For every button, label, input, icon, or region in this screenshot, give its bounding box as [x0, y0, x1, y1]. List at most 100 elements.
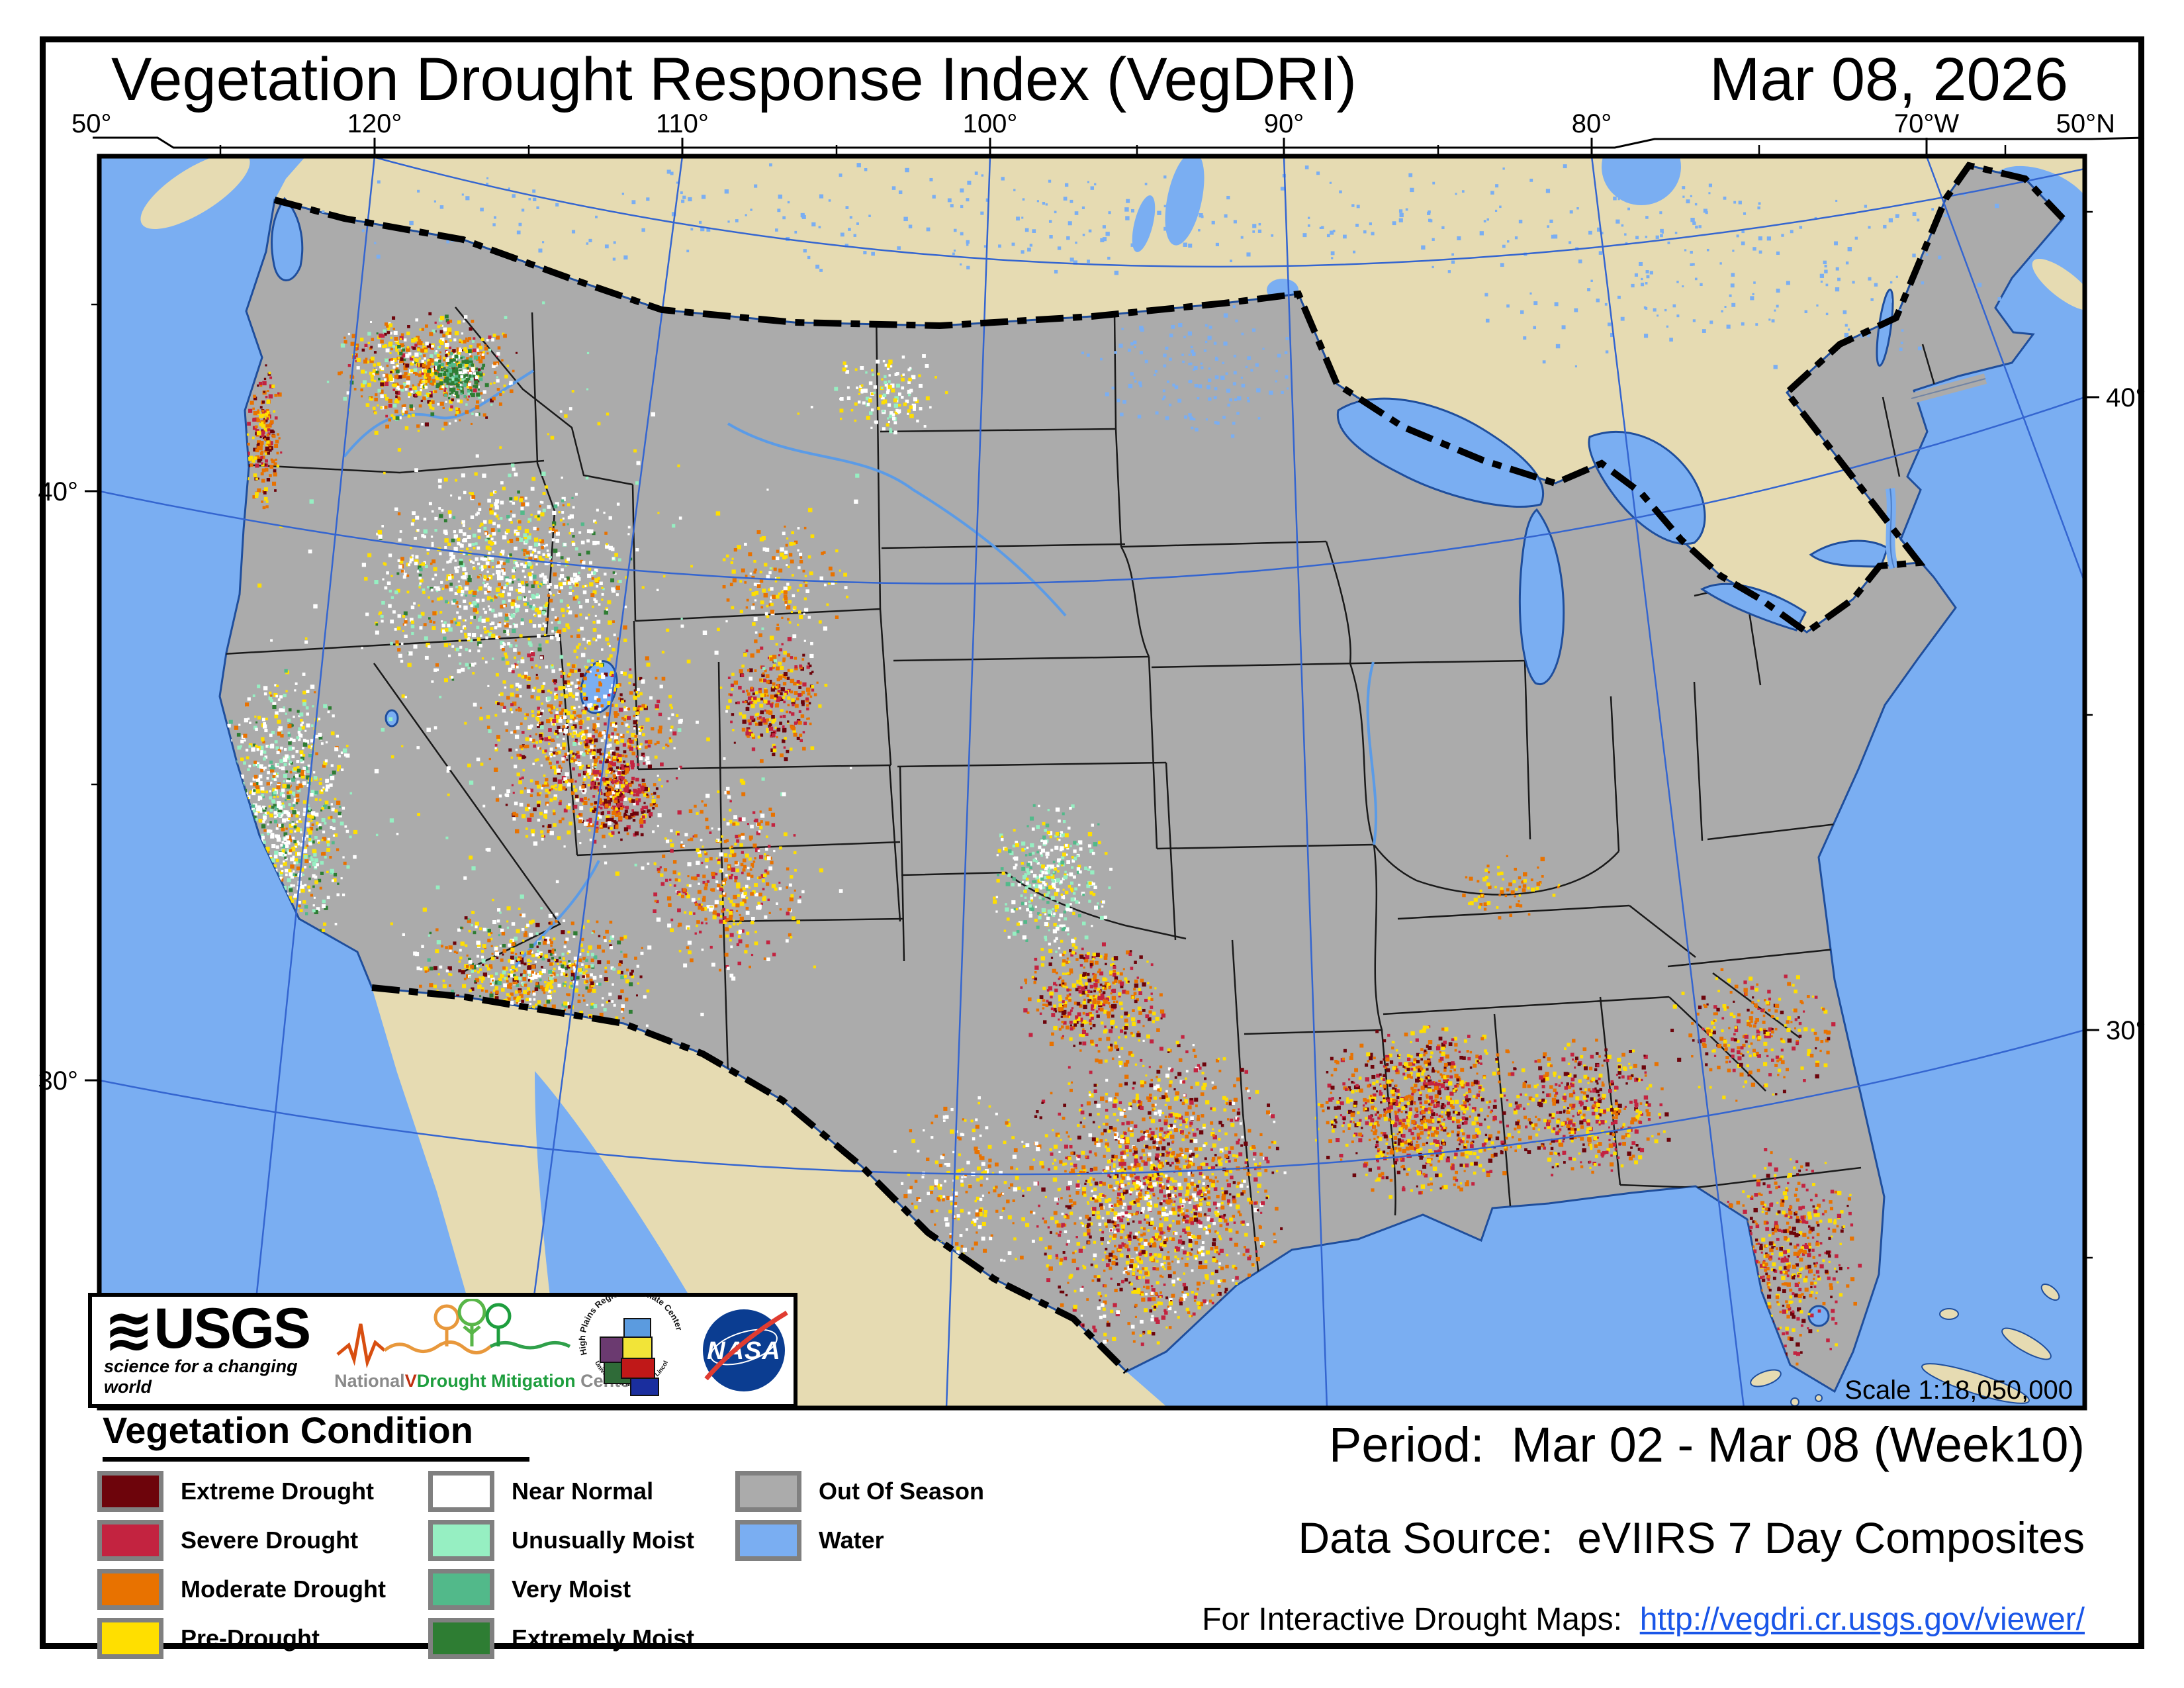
legend-label: Moderate Drought [181, 1575, 386, 1603]
legend: Vegetation Condition Extreme Drought Seve… [97, 1409, 984, 1659]
speckle-cluster-georgia-coast [1670, 968, 1836, 1102]
page-title: Vegetation Drought Response Index (VegDR… [111, 46, 1357, 113]
map-date: Mar 08, 2026 [1709, 46, 2068, 113]
legend-item: Out Of Season [735, 1467, 984, 1516]
meridian-100w [945, 156, 991, 1408]
usgs-tagline: science for a changing world [104, 1356, 298, 1397]
parallel-40n [99, 396, 2085, 585]
interactive-maps-link[interactable]: http://vegdri.cr.usgs.gov/viewer/ [1639, 1602, 2085, 1637]
legend-label: Water [819, 1526, 884, 1554]
legend-item: Water [735, 1516, 984, 1565]
legend-swatch [97, 1618, 163, 1659]
legend-swatch [428, 1569, 494, 1610]
lake-huron [1588, 430, 1706, 545]
speckle-cluster-oklahoma [1020, 942, 1166, 1053]
speckle-cluster-colorado-front [726, 637, 819, 763]
legend-column: Out Of Season Water [735, 1467, 984, 1565]
legend-column: Extreme Drought Severe Drought Moderate Dr… [97, 1467, 386, 1663]
period-value: Mar 02 - Mar 08 (Week10) [1511, 1417, 2085, 1472]
international-borders [273, 162, 2066, 1374]
logo-box: ≋ USGS science for a changing world Nati… [88, 1286, 797, 1408]
speckle-cluster-west-texas [887, 1096, 1039, 1286]
data-source-value: eVIIRS 7 Day Composites [1577, 1513, 2085, 1562]
legend-item: Moderate Drought [97, 1565, 386, 1614]
long-island-outline [1911, 378, 1986, 399]
period-label: Period: [1329, 1417, 1484, 1472]
ndmc-graphic [336, 1299, 571, 1369]
speckle-cluster-wyoming-scatter [722, 526, 848, 642]
map-frame [97, 154, 2087, 1411]
legend-label: Out Of Season [819, 1477, 985, 1505]
speckle-cluster-louisiana-miss [1314, 1025, 1532, 1199]
speckle-cluster-canada-lakes-2 [1432, 186, 2021, 369]
drought-speckles [220, 301, 1862, 1366]
interactive-maps-label: For Interactive Drought Maps: [1202, 1602, 1623, 1637]
speckle-cluster-central-texas [1022, 1034, 1287, 1346]
legend-swatch [428, 1520, 494, 1561]
speckle-cluster-minnesota-lakes [1081, 305, 1289, 438]
us-mexico-border [371, 984, 1129, 1374]
usgs-logo: ≋ USGS science for a changing world [104, 1297, 334, 1397]
legend-label: Extremely Moist [512, 1624, 695, 1652]
speckle-cluster-oregon-coast [246, 364, 283, 510]
parallel-30n [99, 1029, 2085, 1176]
legend-label: Very Moist [512, 1575, 631, 1603]
legend-label: Unusually Moist [512, 1526, 695, 1554]
speckle-cluster-utah-red-core [579, 746, 655, 841]
speckle-cluster-canada-lakes [205, 163, 1999, 275]
footer-info: Period: Mar 02 - Mar 08 (Week10) Data So… [1202, 1417, 2085, 1638]
speckle-cluster-california [220, 669, 358, 968]
hprcc-logo: High Plains Regional Climate Center Univ… [573, 1286, 688, 1405]
legend-item: Pre-Drought [97, 1614, 386, 1663]
speckle-cluster-montana-green [430, 349, 486, 400]
vancouver-island [140, 156, 250, 230]
legend-swatch [428, 1471, 494, 1512]
puget-sound [271, 197, 304, 281]
chesapeake-outline [1889, 488, 1895, 569]
legend-swatch [735, 1520, 801, 1561]
legend-item: Extreme Drought [97, 1467, 386, 1516]
parallel-50n [370, 156, 2085, 268]
meridian-80w [1590, 156, 1745, 1408]
graticule-labels: 50° 120° 110° 100° 90° 80° 70°W 50°N40°30°40°30… [38, 109, 2146, 1096]
speckle-cluster-dakotas [834, 354, 948, 435]
data-source-line: Data Source: eVIIRS 7 Day Composites [1202, 1513, 2085, 1563]
graticule-label: 120° [347, 109, 402, 138]
lake-superior [1336, 397, 1545, 508]
graticule-lines [99, 156, 2085, 1408]
meridian-120w [244, 156, 376, 1408]
graticule-label: 110° [656, 109, 709, 138]
period-line: Period: Mar 02 - Mar 08 (Week10) [1202, 1417, 2085, 1473]
usgs-wave-icon: ≋ [104, 1297, 154, 1364]
speckle-cluster-washington [326, 312, 518, 432]
legend-label: Near Normal [512, 1477, 654, 1505]
usgs-wordmark: USGS [154, 1297, 311, 1360]
graticule-label: 90° [1264, 109, 1304, 138]
meridian-70w [1925, 156, 2085, 583]
speckle-cluster-tennessee [1462, 855, 1561, 920]
legend-item: Near Normal [428, 1467, 694, 1516]
legend-swatch [97, 1569, 163, 1610]
legend-swatch [97, 1471, 163, 1512]
nasa-logo: NASA [694, 1301, 794, 1400]
legend-swatch [735, 1471, 801, 1512]
legend-item: Unusually Moist [428, 1516, 694, 1565]
legend-label: Extreme Drought [181, 1477, 375, 1505]
lake-okeechobee [1807, 1305, 1830, 1327]
lake-michigan [1518, 508, 1565, 686]
ndmc-logo: NationalVDrought Mitigation Center [334, 1297, 637, 1403]
legend-heading: Vegetation Condition [103, 1409, 529, 1462]
scale-text: Scale 1:18,050,000 [1844, 1376, 2073, 1405]
lake-manitoba [1132, 195, 1156, 252]
map-canvas: 50° 120° 110° 100° 90° 80° 70°W 50°N40°30°40°30… [38, 109, 2146, 1411]
graticule-label: 70°W [1894, 109, 1959, 138]
page-border [40, 36, 2144, 1649]
legend-label: Severe Drought [181, 1526, 359, 1554]
legend-item: Severe Drought [97, 1516, 386, 1565]
legend-item: Extremely Moist [428, 1614, 694, 1663]
interactive-maps-line: For Interactive Drought Maps: http://veg… [1202, 1601, 2085, 1638]
speckle-cluster-kansas-teal [993, 804, 1113, 957]
long-island [1909, 373, 1987, 404]
